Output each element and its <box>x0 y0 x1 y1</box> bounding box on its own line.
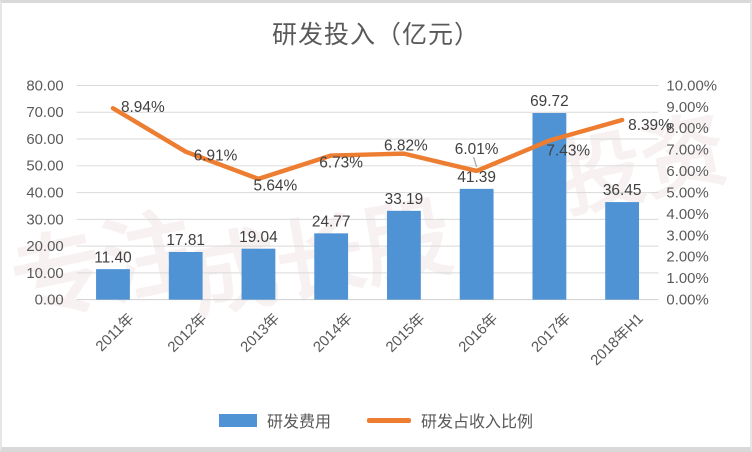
right-axis-tick-label: 10.00% <box>666 79 717 95</box>
line-value-label: 6.01% <box>455 141 499 158</box>
bar-value-label: 69.72 <box>530 93 569 110</box>
x-axis-tick-label: 2017年 <box>528 310 574 356</box>
legend: 研发费用 研发占收入比例 <box>2 408 750 432</box>
left-axis-tick-label: 50.00 <box>26 159 63 175</box>
line-value-label: 6.91% <box>194 148 238 165</box>
left-axis-tick-label: 60.00 <box>26 132 63 148</box>
left-axis-tick-label: 40.00 <box>26 186 63 202</box>
line-value-label: 5.64% <box>254 178 298 195</box>
plot-area: 0.00 10.00 20.00 30.00 40.00 50.00 60.00 70.00 8… <box>26 79 717 369</box>
chart-title: 研发投入（亿元） <box>271 21 480 49</box>
x-axis-tick-label: 2014年 <box>310 310 356 356</box>
x-axis-tick-label: 2012年 <box>164 310 210 356</box>
legend-line-label: 研发占收入比例 <box>421 414 534 431</box>
left-axis-tick-label: 0.00 <box>35 293 64 309</box>
bar-value-label: 19.04 <box>239 229 278 246</box>
right-axis-tick-label: 6.00% <box>666 164 708 180</box>
right-axis-tick-label: 8.00% <box>666 121 708 137</box>
left-axis-tick-label: 80.00 <box>26 79 63 95</box>
x-axis-tick-label: 2013年 <box>237 310 283 356</box>
bar-value-label: 36.45 <box>603 182 642 199</box>
bar-2014年 <box>314 233 349 300</box>
label-leader-line <box>473 157 478 168</box>
bar-2013年 <box>241 248 276 300</box>
right-axis-tick-label: 1.00% <box>666 271 708 287</box>
legend-line-swatch-icon <box>367 417 411 423</box>
bar-2012年 <box>168 251 203 300</box>
bar-value-label: 41.39 <box>457 169 496 186</box>
bar-value-label: 33.19 <box>385 191 424 208</box>
bar-value-label: 24.77 <box>312 214 351 231</box>
x-axis-tick-label: 2018年H1 <box>587 310 647 369</box>
bar-2015年 <box>387 210 421 300</box>
right-axis-tick-label: 3.00% <box>666 228 708 244</box>
x-axis-tick-label: 2011年 <box>92 310 137 355</box>
x-axis-tick-label: 2016年 <box>455 310 501 356</box>
line-series <box>110 106 625 182</box>
line-value-label: 8.39% <box>628 117 672 134</box>
right-axis-tick-label: 7.00% <box>666 143 708 159</box>
left-axis-tick-label: 70.00 <box>26 105 63 121</box>
legend-bar-label: 研发费用 <box>266 414 331 431</box>
bar-value-label: 11.40 <box>94 249 131 266</box>
right-axis-tick-label: 9.00% <box>666 100 708 116</box>
bar-2018年H1 <box>605 202 640 300</box>
left-axis-tick-label: 10.00 <box>26 266 63 282</box>
line-value-label: 8.94% <box>121 99 165 116</box>
legend-bar-swatch-icon <box>218 413 257 427</box>
right-axis-tick-label: 0.00% <box>666 293 708 309</box>
line-value-label: 6.73% <box>319 154 363 171</box>
left-axis-tick-label: 30.00 <box>26 212 63 228</box>
line-value-label: 7.43% <box>546 142 590 159</box>
bar-2011年 <box>96 269 130 300</box>
right-axis-tick-label: 5.00% <box>666 186 708 202</box>
right-axis-tick-label: 4.00% <box>666 207 708 223</box>
line-value-label: 6.82% <box>384 138 428 155</box>
x-axis-tick-label: 2015年 <box>383 310 429 356</box>
right-axis-tick-label: 2.00% <box>666 250 708 266</box>
left-axis-tick-label: 20.00 <box>26 239 63 255</box>
bar-value-label: 17.81 <box>166 232 205 249</box>
bar-2016年 <box>459 188 494 300</box>
